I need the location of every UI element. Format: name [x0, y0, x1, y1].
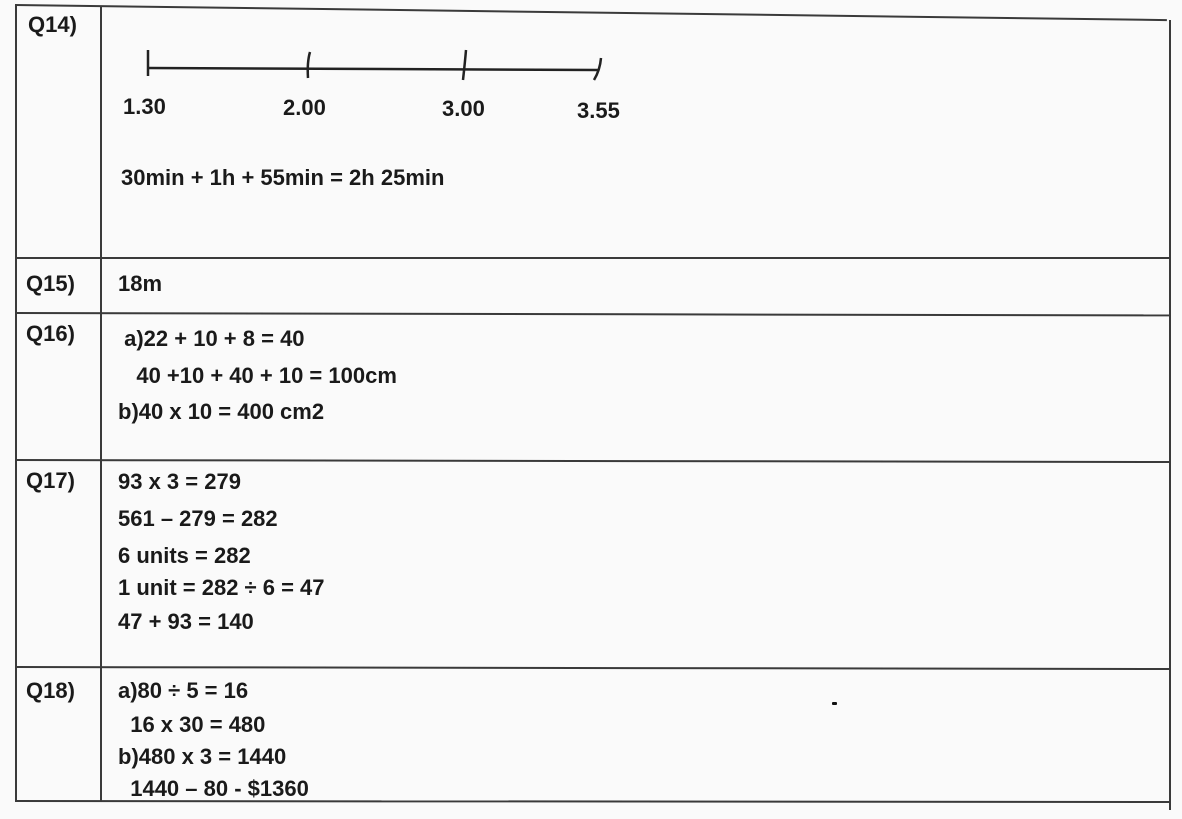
number-line-label-1: 1.30	[123, 94, 166, 119]
number-line	[146, 49, 603, 81]
question-label-q16: Q16)	[26, 321, 75, 346]
q17-answer-line-2: 561 – 279 = 282	[118, 506, 278, 531]
row-divider-2	[14, 312, 1170, 317]
table-border-right	[1169, 20, 1171, 810]
table-border-left	[15, 4, 17, 801]
q17-answer-line-4: 1 unit = 282 ÷ 6 = 47	[118, 575, 325, 600]
row-divider-3	[14, 459, 1170, 464]
number-line-axis	[147, 66, 599, 72]
question-label-q18: Q18)	[26, 678, 75, 703]
number-line-label-2: 2.00	[283, 95, 326, 120]
number-line-tick-2	[306, 51, 312, 79]
question-label-q14: Q14)	[28, 12, 77, 37]
row-divider-4	[14, 666, 1170, 671]
q14-answer-line-1: 30min + 1h + 55min = 2h 25min	[121, 165, 445, 190]
number-line-label-4: 3.55	[577, 98, 620, 123]
q18-answer-line-3: b)480 x 3 = 1440	[118, 744, 287, 769]
number-line-tick-3	[461, 49, 468, 81]
number-line-label-3: 3.00	[442, 96, 485, 121]
q17-answer-line-5: 47 + 93 = 140	[118, 609, 254, 634]
label-column-divider	[100, 6, 102, 801]
q17-answer-line-3: 6 units = 282	[118, 543, 251, 568]
q18-answer-line-2: 16 x 30 = 480	[118, 712, 266, 737]
q18-answer-line-1: a)80 ÷ 5 = 16	[118, 678, 249, 703]
scan-speck	[832, 702, 837, 705]
row-divider-1	[15, 257, 1170, 259]
table-border-top	[14, 4, 1167, 22]
question-label-q17: Q17)	[26, 468, 75, 493]
q15-answer-line-1: 18m	[118, 271, 163, 296]
question-label-q15: Q15)	[26, 271, 75, 296]
q16-answer-line-2: 40 +10 + 40 + 10 = 100cm	[118, 363, 397, 388]
q16-answer-line-1: a)22 + 10 + 8 = 40	[118, 326, 305, 351]
q17-answer-line-1: 93 x 3 = 279	[118, 469, 241, 494]
number-line-tick-end	[592, 57, 603, 81]
q18-answer-line-4: 1440 – 80 - $1360	[118, 776, 309, 801]
q16-answer-line-3: b)40 x 10 = 400 cm2	[118, 399, 325, 424]
